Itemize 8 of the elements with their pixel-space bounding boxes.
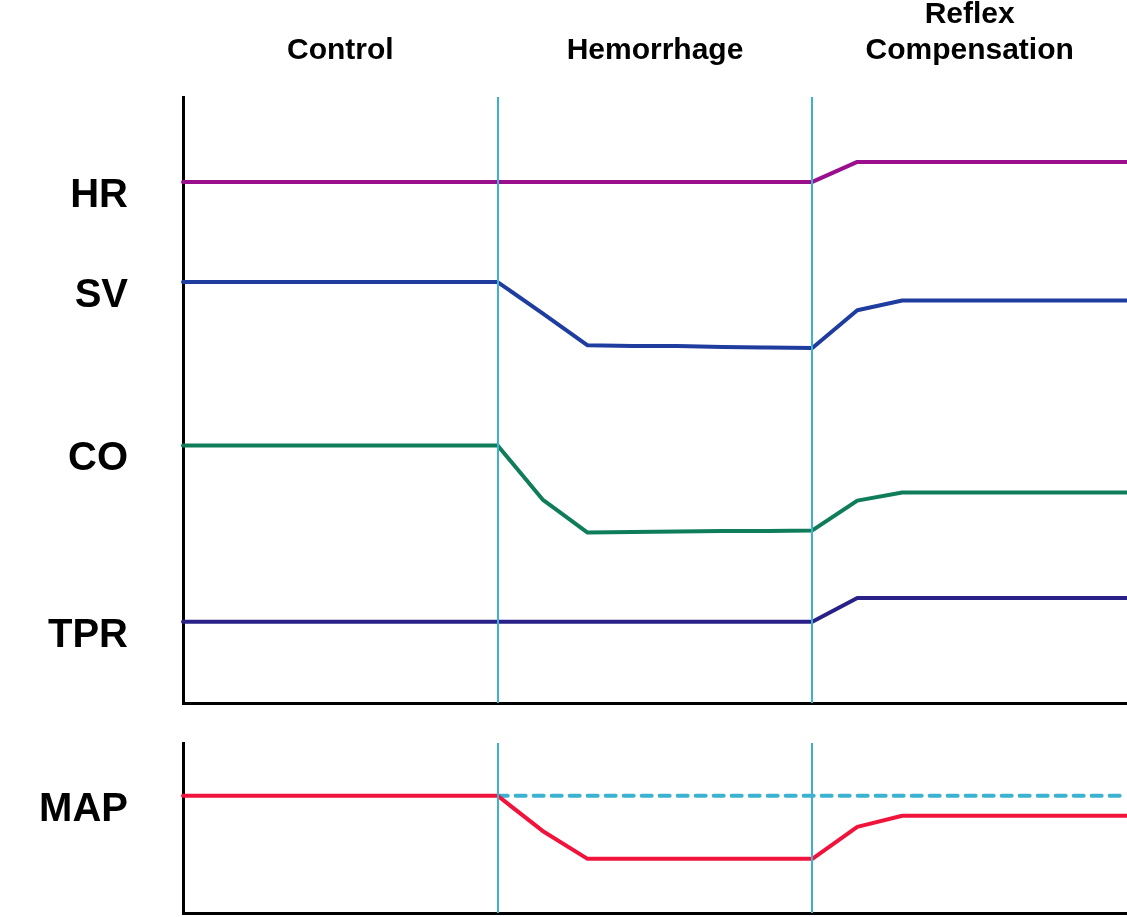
series-label: TPR	[48, 610, 129, 655]
series-label: MAP	[39, 784, 128, 829]
series-label: CO	[68, 434, 128, 479]
series-label: SV	[74, 271, 129, 316]
text: Reflex Compensation	[865, 0, 1074, 65]
text: Control	[287, 32, 394, 65]
series-label: HR	[70, 170, 129, 215]
text: Hemorrhage	[566, 32, 744, 65]
